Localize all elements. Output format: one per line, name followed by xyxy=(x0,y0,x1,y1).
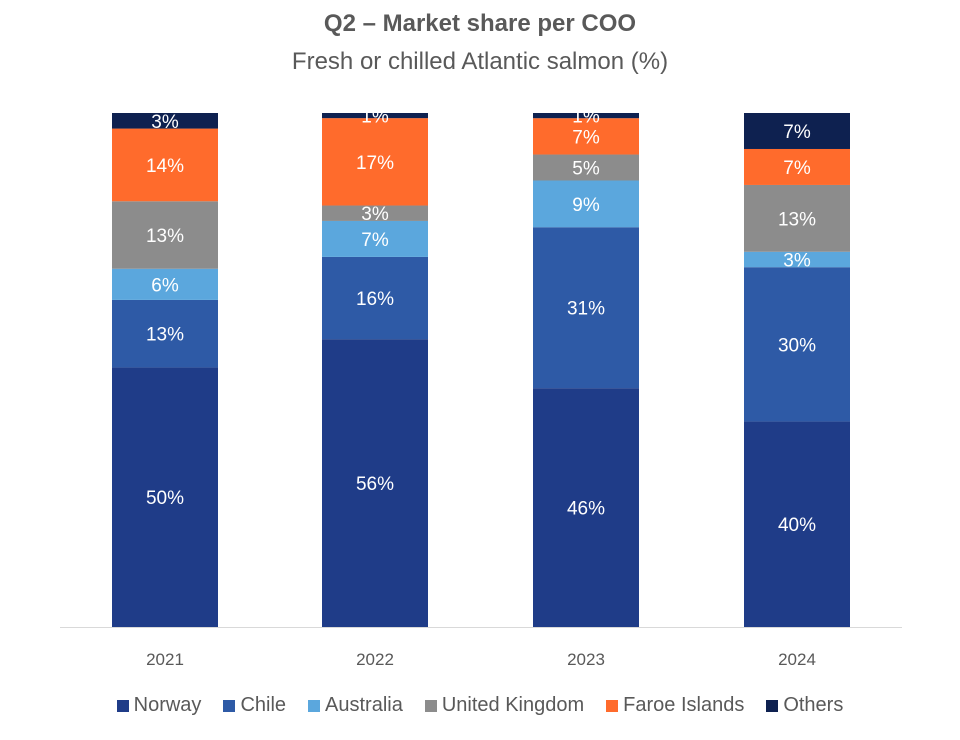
bar-segment-faroe-islands-2023 xyxy=(533,118,639,155)
bar-segment-norway-2022 xyxy=(322,339,428,627)
x-tick-label: 2021 xyxy=(146,650,184,669)
x-tick-label: 2024 xyxy=(778,650,816,669)
bar-segment-australia-2021 xyxy=(112,268,218,300)
data-label: 3% xyxy=(783,250,811,271)
legend-item: Australia xyxy=(308,694,403,717)
data-label: 14% xyxy=(146,156,184,177)
legend-label: Others xyxy=(783,694,844,716)
legend-label: Faroe Islands xyxy=(623,694,745,716)
legend-item: Faroe Islands xyxy=(606,694,744,717)
legend-item: Others xyxy=(766,694,843,717)
legend-label: United Kingdom xyxy=(441,694,585,716)
bar-segment-others-2021 xyxy=(112,113,218,129)
data-label: 5% xyxy=(572,159,600,180)
x-tick-label: 2023 xyxy=(567,650,605,669)
bar-segment-others-2022 xyxy=(322,113,428,119)
bar-segment-united-kingdom-2023 xyxy=(533,154,639,181)
bar-segment-chile-2022 xyxy=(322,256,428,340)
x-tick-label: 2022 xyxy=(356,650,394,669)
chart-title: Q2 – Market share per COO xyxy=(323,10,637,37)
legend-item: Chile xyxy=(223,694,286,717)
data-label: 13% xyxy=(146,226,184,247)
data-label: 7% xyxy=(572,127,600,148)
bar-segment-chile-2021 xyxy=(112,299,218,368)
legend-label: Australia xyxy=(325,694,403,716)
data-label: 6% xyxy=(151,275,179,296)
data-label: 3% xyxy=(151,112,179,133)
bar-segment-others-2024 xyxy=(744,113,850,149)
bar-segment-faroe-islands-2021 xyxy=(112,128,218,202)
data-label: 1% xyxy=(572,107,600,128)
bar-segment-australia-2022 xyxy=(322,220,428,257)
bar-segment-norway-2021 xyxy=(112,367,218,627)
data-label: 7% xyxy=(361,230,389,251)
data-label: 3% xyxy=(361,204,389,225)
bar-segment-australia-2023 xyxy=(533,180,639,228)
data-label: 7% xyxy=(783,158,811,179)
bar-segment-chile-2023 xyxy=(533,227,639,389)
legend-label: Chile xyxy=(240,694,287,716)
chart-subtitle: Fresh or chilled Atlantic salmon (%) xyxy=(291,48,669,75)
bar-segment-norway-2023 xyxy=(533,388,639,627)
legend-swatch xyxy=(116,699,129,712)
bar-segment-united-kingdom-2024 xyxy=(744,184,850,252)
legend: Norway Chile Australia United Kingdom Faroe … xyxy=(0,694,960,717)
legend-swatch xyxy=(424,699,437,712)
legend-item: United Kingdom xyxy=(424,694,585,717)
data-label: 1% xyxy=(361,107,389,128)
chart-plot: 50% 13% 6% 13% 14% 3% 2021 56% 16% 7% 3% 17% 1% 2022 4… xyxy=(60,107,902,669)
data-label: 56% xyxy=(356,474,394,495)
bar-segment-australia-2024 xyxy=(744,251,850,268)
data-label: 40% xyxy=(778,515,816,536)
legend-swatch xyxy=(223,699,236,712)
bar-segment-united-kingdom-2021 xyxy=(112,201,218,269)
legend-item: Norway xyxy=(116,694,202,717)
data-label: 9% xyxy=(572,195,600,216)
bar-segment-faroe-islands-2022 xyxy=(322,118,428,206)
data-label: 46% xyxy=(567,499,605,520)
data-label: 13% xyxy=(778,209,816,230)
bar-segment-faroe-islands-2024 xyxy=(744,148,850,185)
legend-swatch xyxy=(606,699,619,712)
data-label: 7% xyxy=(783,122,811,143)
data-label: 31% xyxy=(567,299,605,320)
data-label: 16% xyxy=(356,289,394,310)
bar-segment-chile-2024 xyxy=(744,267,850,422)
legend-swatch xyxy=(766,699,779,712)
legend-swatch xyxy=(308,699,321,712)
data-label: 13% xyxy=(146,325,184,346)
bar-segment-others-2023 xyxy=(533,113,639,119)
bar-segment-united-kingdom-2022 xyxy=(322,205,428,221)
bar-segment-norway-2024 xyxy=(744,421,850,627)
data-label: 30% xyxy=(778,335,816,356)
data-label: 50% xyxy=(146,488,184,509)
data-label: 17% xyxy=(356,153,394,174)
legend-label: Norway xyxy=(133,694,202,716)
